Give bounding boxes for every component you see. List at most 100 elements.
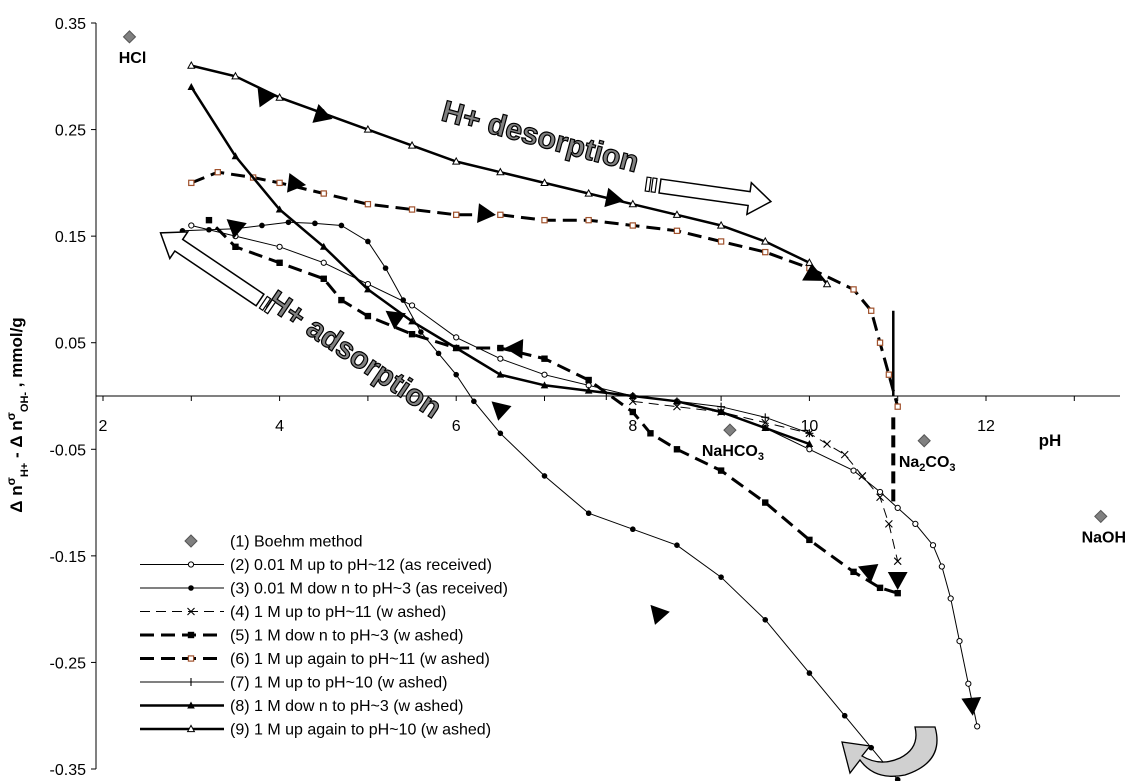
data-point: [629, 222, 637, 229]
legend-item: (4) 1 M up to pH~11 (w ashed): [140, 604, 446, 621]
data-point: [850, 286, 857, 293]
annotation-adsorption: H+ adsorption: [261, 284, 447, 425]
legend-marker: [187, 631, 195, 639]
data-point: [630, 526, 636, 533]
hollow-arrow-body: [658, 178, 773, 216]
data-point: [718, 574, 724, 580]
data-point: [717, 467, 725, 474]
boehm-point: [917, 434, 931, 448]
data-point: [761, 236, 770, 245]
data-point: [717, 407, 725, 415]
data-point: [382, 265, 389, 271]
data-point: [894, 504, 901, 511]
direction-arrow: [504, 339, 524, 359]
hollow-arrow-stripe: [258, 295, 272, 312]
data-point: [188, 222, 195, 229]
data-point: [453, 211, 460, 219]
boehm-label: Na2CO3: [899, 454, 956, 474]
legend-label: (5) 1 M dow n to pH~3 (w ashed): [230, 628, 463, 645]
data-point: [858, 472, 867, 480]
data-point: [850, 568, 857, 576]
annotation-desorption: H+ desorption: [438, 95, 642, 179]
data-point: [497, 211, 504, 219]
data-point: [364, 200, 372, 208]
adsorption-arrow: [159, 231, 277, 315]
x-tick-label: 12: [977, 418, 995, 435]
data-point: [673, 397, 681, 405]
legend-label: (8) 1 M dow n to pH~3 (w ashed): [230, 698, 463, 715]
data-point: [451, 156, 461, 165]
data-point: [497, 344, 504, 352]
legend-marker: [187, 607, 195, 616]
series-4: [628, 397, 902, 566]
data-point: [841, 712, 848, 719]
legend-label: (6) 1 M up again to pH~11 (w ashed): [230, 651, 490, 668]
data-point: [761, 413, 770, 422]
data-point: [894, 776, 901, 781]
data-point: [894, 403, 901, 410]
data-point: [876, 488, 884, 496]
direction-arrow: [287, 173, 307, 193]
data-point: [762, 617, 769, 623]
y-tick-label: -0.15: [50, 549, 87, 566]
data-point: [947, 595, 954, 602]
data-point: [338, 296, 345, 304]
y-tick-label: -0.25: [50, 655, 87, 672]
data-point: [285, 219, 292, 226]
data-point: [276, 243, 283, 250]
data-point: [187, 82, 196, 90]
data-point: [716, 220, 726, 229]
x-tick-label: 4: [275, 418, 284, 435]
data-point: [805, 429, 814, 438]
y-tick-label: -0.05: [50, 442, 87, 459]
x-tick-label: 8: [628, 418, 637, 435]
data-point: [541, 355, 548, 362]
data-point: [672, 210, 682, 218]
data-point: [541, 473, 548, 479]
data-point: [805, 258, 814, 266]
boehm-point: [723, 423, 737, 437]
series-9: [187, 60, 832, 288]
data-point: [674, 542, 680, 548]
series-5: [205, 216, 901, 597]
data-point: [929, 542, 937, 549]
y-tick-label: 0.05: [55, 336, 86, 353]
y-axis-label: Δ nσH+ - Δ nσOH- , mmol/g: [4, 317, 31, 512]
data-point: [893, 557, 902, 566]
data-point: [762, 248, 769, 256]
direction-arrow: [491, 401, 512, 421]
data-point: [214, 169, 221, 176]
data-point: [276, 259, 283, 266]
data-point: [806, 446, 813, 453]
direction-arrow: [477, 203, 496, 223]
data-point: [884, 519, 893, 528]
y-tick-label: 0.15: [55, 229, 86, 246]
data-point: [275, 92, 284, 101]
data-point: [276, 179, 283, 187]
data-point: [408, 206, 416, 213]
data-point: [408, 302, 416, 309]
data-point: [365, 238, 371, 245]
data-point: [762, 499, 769, 506]
data-point: [938, 563, 945, 570]
curved-arrow-shape: [841, 726, 938, 777]
data-point: [541, 216, 548, 224]
direction-arrow: [385, 310, 406, 330]
y-tick-label: 0.35: [55, 16, 86, 33]
x-tick-label: 10: [801, 418, 819, 435]
y-tick-label: -0.35: [50, 762, 87, 779]
data-point: [408, 330, 416, 338]
direction-arrow: [857, 564, 879, 583]
data-point: [965, 680, 972, 687]
direction-arrow: [604, 187, 624, 208]
legend-label: (9) 1 M up again to pH~10 (w ashed): [230, 722, 491, 739]
hollow-arrow-stripe: [263, 298, 277, 315]
data-point: [840, 450, 849, 459]
legend-label: (3) 0.01 M dow n to pH~3 (as received): [230, 581, 508, 598]
data-point: [471, 398, 477, 405]
boehm-label: NaOH: [1082, 529, 1126, 546]
data-point: [320, 275, 327, 282]
legend-marker: [187, 701, 195, 709]
data-point: [673, 446, 681, 453]
